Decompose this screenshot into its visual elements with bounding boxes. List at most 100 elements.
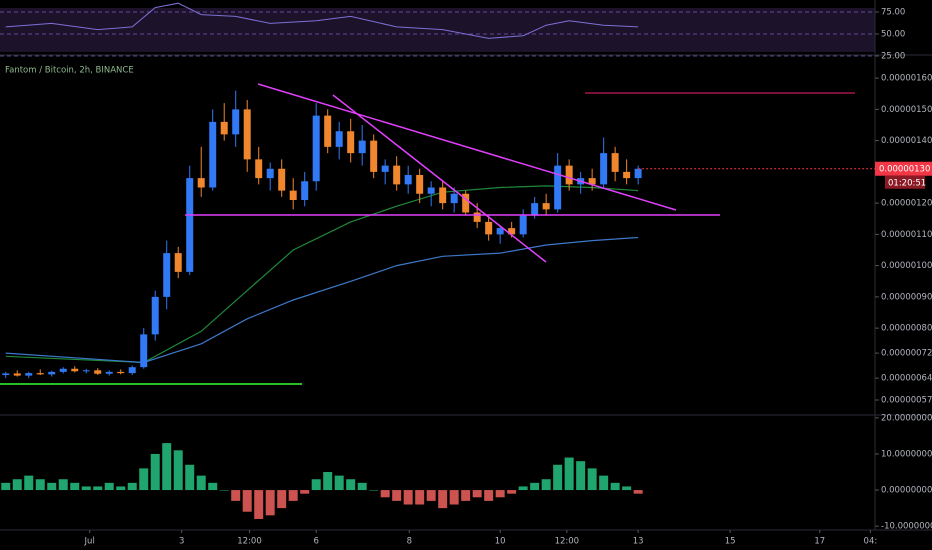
candle-body [623,171,631,179]
y-tick-label: 0.00000000 [881,486,932,496]
y-tick-label: 0.00000140 [881,136,932,146]
histogram-bar [449,490,459,505]
candle-body [163,253,171,297]
histogram-bar [495,490,505,498]
candle-body [243,109,251,160]
histogram-bar [173,450,183,491]
candle-body [531,203,539,216]
candle-body [59,368,67,372]
x-tick-label: 12:00 [237,537,262,547]
histogram-bar [265,490,275,516]
histogram-bar [323,472,333,491]
candle-body [36,373,44,375]
candle-body [94,370,102,374]
histogram-bar [599,475,609,491]
rsi-line [5,2,639,39]
histogram-bar [438,490,448,509]
histogram-bar [541,479,551,491]
last-price-label: 0.00000130 [879,164,930,174]
y-tick-label: 0.00000110 [881,230,932,240]
candle-body [519,215,527,235]
candle-body [324,115,332,147]
histogram-bar [587,468,597,491]
histogram-bar [380,490,390,498]
x-tick-label: 8 [407,537,412,547]
y-tick-label: 0.00000064 [881,374,932,384]
candle-body [25,373,33,376]
candle-body [13,373,21,376]
candle-body [197,178,205,188]
histogram-bar [530,482,540,491]
histogram-bar [35,479,45,491]
x-tick-label: 13 [633,537,644,547]
candle-body [542,203,550,210]
symbol-title: Fantom / Bitcoin, 2h, BINANCE [5,66,134,76]
x-tick-label: 6 [313,537,318,547]
x-tick-label: 17 [814,537,825,547]
histogram-bar [415,490,425,505]
histogram-bar [93,486,103,491]
candle-body [255,159,263,179]
histogram-bar [403,490,413,505]
moving-average [5,236,639,364]
histogram-bar [127,482,137,491]
histogram-bar [231,490,241,501]
countdown-label: 01:20:51 [888,178,926,188]
histogram-bar [70,482,80,491]
rsi-band [0,8,875,52]
candle-body [140,334,148,368]
candle-body [565,165,573,185]
candle-body [416,175,424,194]
histogram-bar [610,482,620,491]
y-tick-label: 75.00 [881,7,905,17]
candle-body [301,181,309,200]
candle-body [393,165,401,185]
candle-body [48,371,56,375]
histogram-bar [24,475,34,491]
candle-body [358,140,366,154]
candle-body [2,373,10,375]
candle-body [473,212,481,222]
candle-body [554,165,562,210]
x-tick-label: 15 [725,537,736,547]
y-tick-label: 0.00000057 [881,396,932,406]
candle-body [232,109,240,135]
histogram-bar [162,443,172,491]
last-price-tag [875,161,932,176]
y-tick-label: 10.00000000 [881,449,932,459]
histogram-bar [622,486,632,491]
candle-body [634,168,642,179]
y-tick-label: 0.00000072 [881,349,932,359]
candle-body [439,187,447,204]
candle-body [462,193,470,213]
histogram-bar [300,490,310,494]
candle-body [347,131,355,154]
candle-body [174,253,182,272]
y-tick-label: 50.00 [881,29,905,39]
histogram-bar [254,490,264,519]
candle-body [186,178,194,272]
histogram-bar [58,479,68,491]
candle-body [151,296,159,335]
candle-body [611,153,619,172]
x-tick-label: 12:00 [555,537,580,547]
y-tick-label: 0.00000100 [881,261,932,271]
histogram-bar [219,490,229,491]
candle-body [600,153,608,185]
candle-body [370,140,378,172]
y-tick-label: 20.00000000 [881,413,932,423]
candle-body [427,187,435,194]
y-tick-label: -10.00000000 [881,522,932,532]
candle-body [496,228,504,235]
x-tick-label: 10 [495,537,506,547]
y-tick-label: 0.00000090 [881,292,932,302]
x-tick-label: Jul [84,537,95,547]
candle-body [588,178,596,185]
histogram-bar [461,490,471,501]
moving-average [5,185,639,364]
histogram-bar [12,479,22,491]
drawn-trendline [332,94,547,263]
histogram-bar [47,482,57,491]
